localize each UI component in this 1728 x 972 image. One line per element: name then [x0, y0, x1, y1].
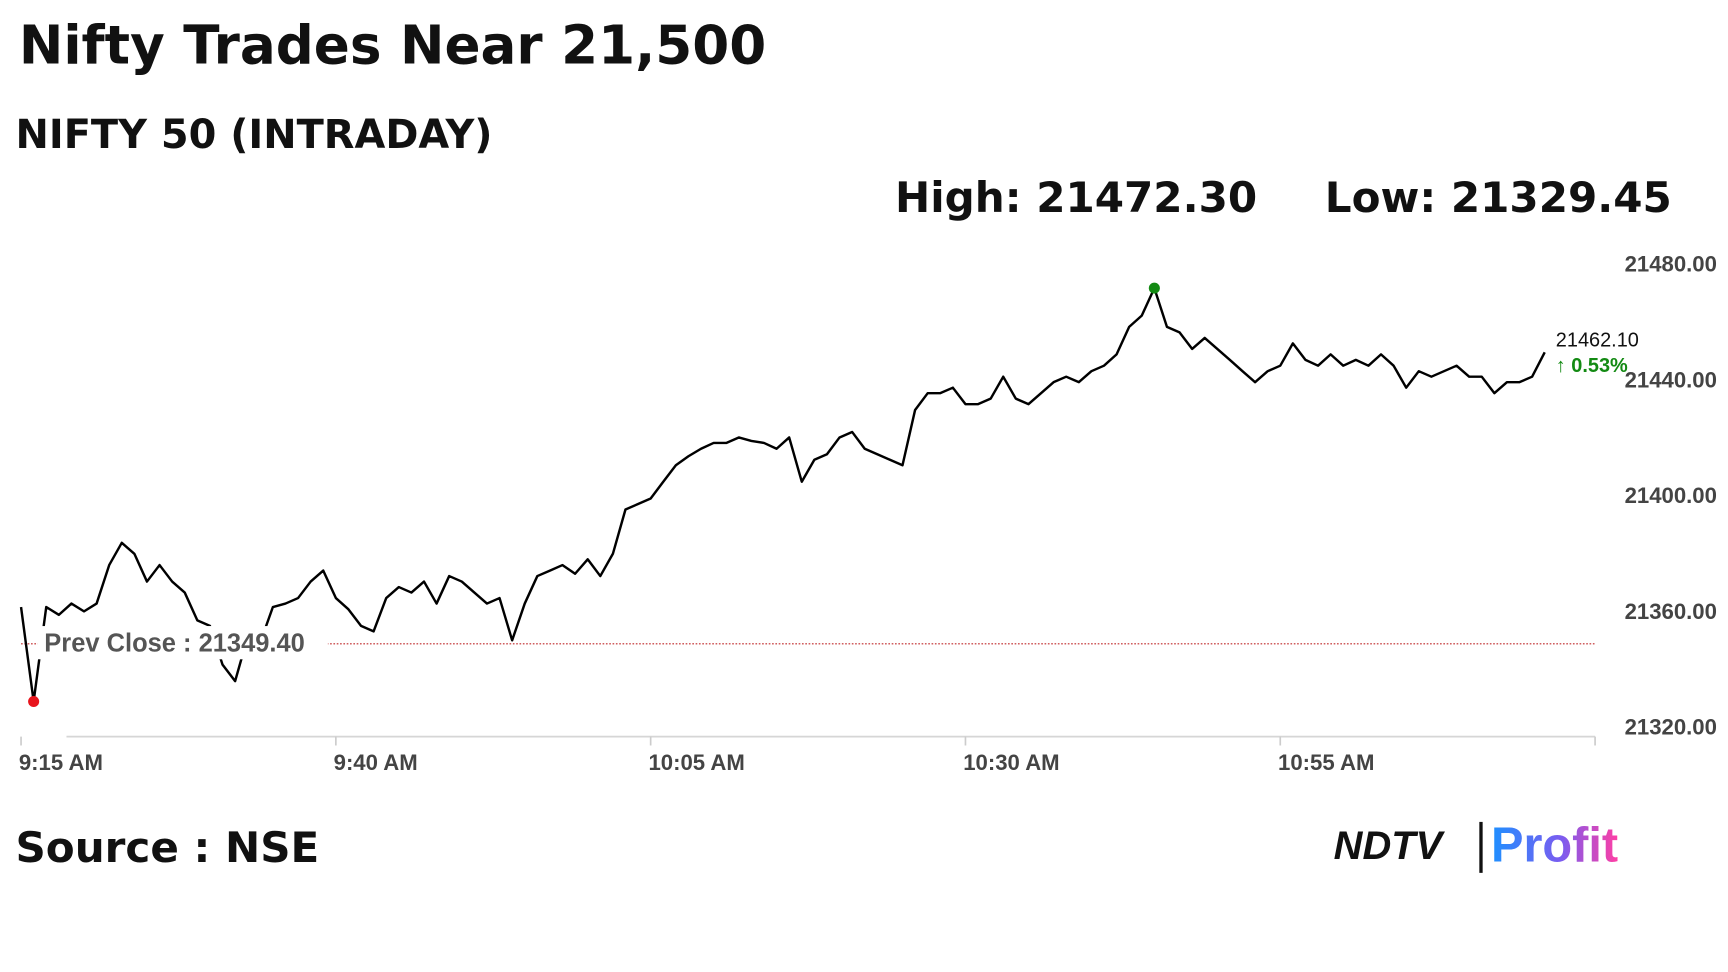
- source: Source : NSE: [16, 823, 320, 872]
- high-label: High: 21472.30: [895, 173, 1257, 222]
- low-marker: [28, 695, 40, 708]
- y-tick-label: 21480.00: [1625, 252, 1717, 277]
- change-label: ↑ 0.53%: [1556, 355, 1628, 377]
- x-tick-label: 10:30 AM: [963, 750, 1059, 775]
- x-tick-label: 10:05 AM: [648, 750, 744, 775]
- x-tick-label: 9:40 AM: [334, 750, 418, 775]
- x-tick-label: 10:55 AM: [1278, 750, 1374, 775]
- low-label: Low: 21329.45: [1325, 173, 1672, 222]
- y-tick-label: 21400.00: [1625, 483, 1717, 508]
- y-tick-label: 21360.00: [1625, 599, 1717, 624]
- prev-close-label: Prev Close : 21349.40: [44, 630, 305, 658]
- y-tick-label: 21440.00: [1625, 367, 1717, 392]
- logo-brand: NDTV: [1334, 824, 1446, 868]
- y-tick-label: 21320.00: [1625, 715, 1717, 740]
- high-marker: [1148, 282, 1160, 294]
- price-line: [19, 286, 1546, 703]
- logo-product: Profit: [1491, 818, 1618, 872]
- prev-close-label-bg: [37, 626, 328, 660]
- chart-title: Nifty Trades Near 21,500: [19, 14, 766, 76]
- last-value-label: 21462.10: [1556, 329, 1639, 351]
- chart-subtitle: NIFTY 50 (INTRADAY): [16, 112, 493, 158]
- x-tick-label: 9:15 AM: [19, 750, 103, 775]
